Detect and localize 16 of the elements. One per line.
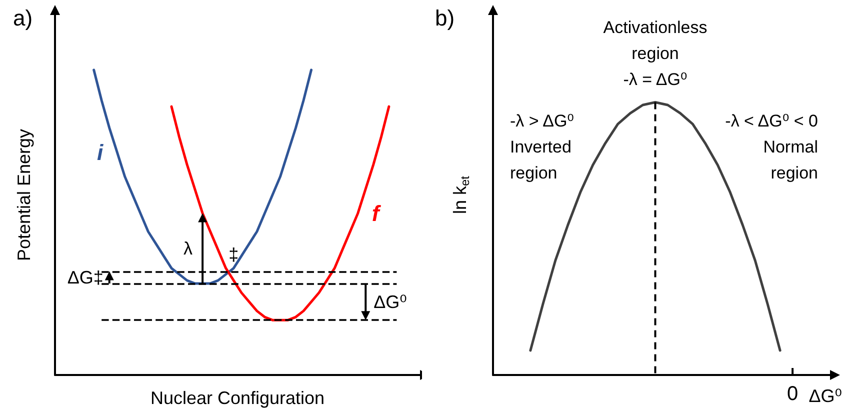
annotation: -λ < ΔG⁰ < 0 Normal region [725, 112, 818, 182]
series-label: f [372, 200, 382, 226]
annotation: ΔG‡ [67, 267, 104, 288]
y-axis-title: Potential Energy [14, 128, 34, 262]
annotation: ΔG⁰ [374, 292, 407, 312]
annotation: ‡ [228, 244, 239, 264]
x-axis-title: ΔG⁰ [808, 386, 842, 406]
chart-title: b) [435, 6, 455, 30]
series-label: i [97, 140, 104, 165]
x-axis-title: Nuclear Configuration [150, 388, 325, 408]
annotation: -λ > ΔG⁰ Inverted region [510, 112, 574, 182]
annotation: λ [184, 238, 193, 258]
y-axis-title: ln ket [450, 175, 472, 214]
chart-title: a) [13, 6, 33, 30]
text: 0 [786, 383, 798, 405]
annotation: Activationless region -λ = ΔG⁰ [603, 18, 708, 89]
